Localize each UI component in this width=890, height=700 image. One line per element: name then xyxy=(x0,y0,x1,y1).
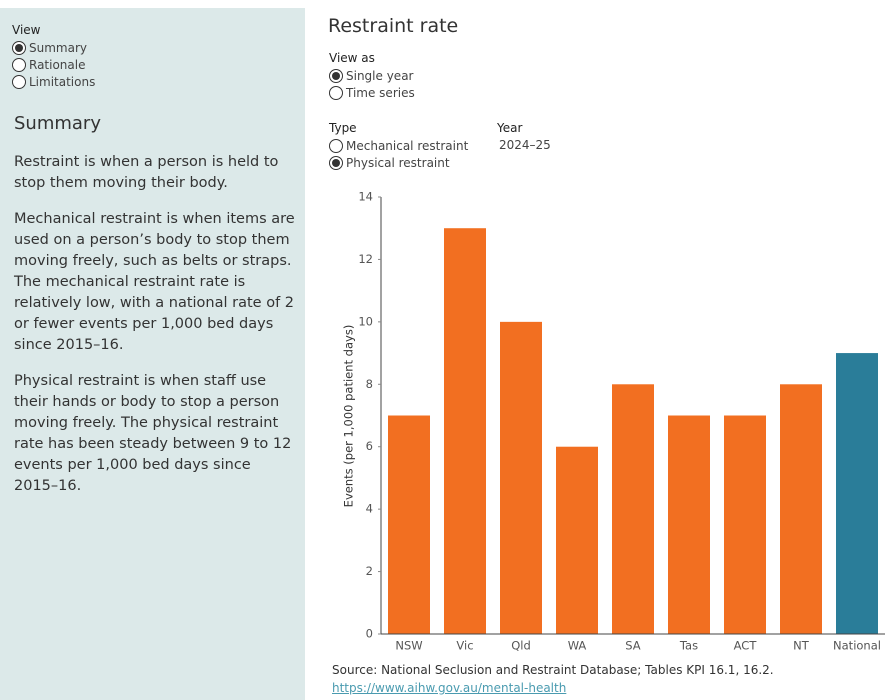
radio-button[interactable] xyxy=(329,155,343,170)
year-value[interactable]: 2024–25 xyxy=(499,138,551,152)
y-tick-label: 6 xyxy=(366,439,373,453)
radio-button[interactable] xyxy=(12,74,26,89)
bar xyxy=(724,415,766,634)
type-options: Mechanical restraint Physical restraint xyxy=(329,137,468,171)
radio-label[interactable]: Summary xyxy=(29,40,87,55)
y-tick-label: 8 xyxy=(366,377,373,391)
radio-label[interactable]: Time series xyxy=(346,85,415,100)
radio-button[interactable] xyxy=(329,68,343,83)
radio-label[interactable]: Single year xyxy=(346,68,414,83)
bar xyxy=(612,384,654,634)
y-tick-label: 0 xyxy=(366,627,373,641)
x-tick-label: ACT xyxy=(734,639,758,653)
radio-button[interactable] xyxy=(329,85,343,100)
x-tick-label: Vic xyxy=(456,639,473,653)
page-title: Restraint rate xyxy=(328,15,459,37)
bar xyxy=(668,415,710,634)
radio-label[interactable]: Mechanical restraint xyxy=(346,138,469,153)
y-tick-label: 2 xyxy=(366,564,373,578)
radio-label[interactable]: Physical restraint xyxy=(346,155,450,170)
year-label: Year xyxy=(497,121,523,135)
x-tick-label: Qld xyxy=(511,639,531,653)
y-tick-label: 4 xyxy=(366,502,373,516)
bar xyxy=(556,446,598,634)
y-axis-title: Events (per 1,000 patient days) xyxy=(342,325,356,508)
x-tick-label: NT xyxy=(793,639,810,653)
bar xyxy=(836,353,878,634)
bar xyxy=(444,228,486,634)
sidebar: View Summary Rationale Limitations Summary… xyxy=(0,8,305,700)
x-tick-label: National xyxy=(833,639,881,653)
x-tick-label: WA xyxy=(568,639,587,653)
radio-label[interactable]: Limitations xyxy=(29,74,96,89)
radio-option[interactable]: Physical restraint xyxy=(329,154,468,171)
radio-option[interactable]: Time series xyxy=(329,84,415,101)
view-options: Summary Rationale Limitations xyxy=(12,39,95,90)
radio-button[interactable] xyxy=(12,57,26,72)
radio-button[interactable] xyxy=(12,40,26,55)
radio-button[interactable] xyxy=(329,138,343,153)
y-tick-label: 14 xyxy=(358,190,373,204)
chart: Events (per 1,000 patient days) 0 2 4 6 8 10 1… xyxy=(342,190,885,653)
radio-option[interactable]: Summary xyxy=(12,39,95,56)
x-tick-label: SA xyxy=(625,639,641,653)
x-tick-label: Tas xyxy=(679,639,698,653)
view-as-label: View as xyxy=(329,51,375,65)
y-tick-label: 12 xyxy=(358,252,373,266)
source-link[interactable]: https://www.aihw.gov.au/mental-health xyxy=(332,681,567,695)
bar xyxy=(500,321,542,634)
source: Source: National Seclusion and Restraint… xyxy=(332,663,774,677)
paragraph: Physical restraint is when staff use the… xyxy=(14,373,292,494)
radio-option[interactable]: Limitations xyxy=(12,73,95,90)
radio-option[interactable]: Mechanical restraint xyxy=(329,137,468,154)
radio-option[interactable]: Single year xyxy=(329,67,415,84)
paragraph: Mechanical restraint is when items are u… xyxy=(14,211,295,353)
view-label: View xyxy=(12,23,41,37)
type-label: Type xyxy=(329,121,357,135)
x-tick-label: NSW xyxy=(395,639,422,653)
summary-title: Summary xyxy=(14,113,101,134)
bar xyxy=(388,415,430,634)
radio-label[interactable]: Rationale xyxy=(29,57,86,72)
paragraph: Restraint is when a person is held to st… xyxy=(14,154,279,191)
bar xyxy=(780,384,822,634)
view-as-options: Single year Time series xyxy=(329,67,415,101)
radio-option[interactable]: Rationale xyxy=(12,56,95,73)
summary-text: Restraint is when a person is held to st… xyxy=(14,152,299,512)
y-tick-label: 10 xyxy=(358,314,373,328)
